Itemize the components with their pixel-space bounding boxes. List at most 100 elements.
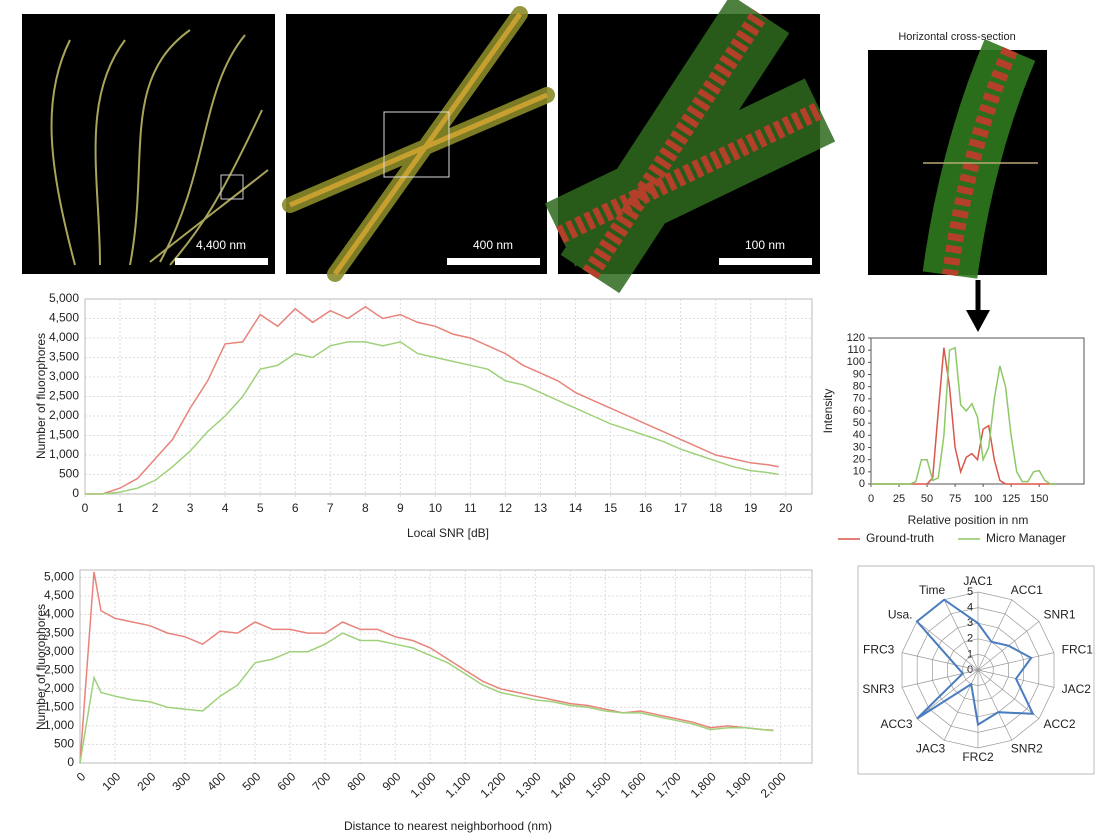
- image-filaments: [22, 14, 275, 274]
- category-label: SNR1: [1043, 607, 1075, 621]
- r-tick-label: 3: [967, 617, 973, 629]
- y-tick-label: 500: [54, 737, 74, 751]
- y-axis-title: Number of fluorophores: [34, 333, 48, 459]
- x-tick-label: 100: [974, 493, 992, 505]
- spoke: [916, 621, 979, 671]
- x-tick-label: 1,400: [548, 769, 579, 800]
- category-label: Time: [919, 583, 946, 597]
- y-tick-label: 10: [853, 466, 865, 478]
- scale-bar-label: 4,400 nm: [196, 238, 246, 252]
- y-axis-title: Intensity: [821, 389, 835, 434]
- category-label: Usa.: [888, 607, 913, 621]
- y-tick-label: 1,500: [49, 428, 79, 442]
- x-tick-label: 15: [604, 501, 618, 515]
- x-tick-label: 200: [134, 769, 158, 793]
- category-label: SNR3: [862, 682, 894, 696]
- zoom-box: [220, 174, 244, 200]
- category-label: FRC1: [1062, 643, 1094, 657]
- zoom-box: [383, 111, 450, 178]
- y-tick-label: 3,500: [44, 625, 74, 639]
- spoke: [901, 669, 979, 688]
- x-tick-label: 6: [292, 501, 299, 515]
- y-tick-label: 90: [853, 368, 865, 380]
- spoke: [977, 669, 1040, 719]
- r-tick-label: 5: [967, 586, 973, 598]
- y-tick-label: 3,000: [49, 369, 79, 383]
- x-tick-label: 75: [949, 493, 961, 505]
- filament-cores: [556, 9, 824, 279]
- plot-frame: [870, 337, 1085, 485]
- x-tick-label: 1,300: [513, 769, 544, 800]
- r-tick-label: 1: [967, 648, 973, 660]
- y-tick-label: 50: [853, 417, 865, 429]
- category-label: JAC1: [963, 574, 993, 588]
- legend-label: Micro Manager: [986, 531, 1066, 545]
- plot-frame: [79, 569, 813, 764]
- x-tick-label: 50: [921, 493, 933, 505]
- filament-cores: [289, 12, 548, 276]
- y-tick-label: 4,000: [49, 330, 79, 344]
- y-tick-label: 0: [67, 755, 74, 769]
- category-label: JAC2: [1062, 682, 1092, 696]
- x-tick-label: 1,900: [723, 769, 754, 800]
- x-tick-label: 300: [169, 769, 193, 793]
- y-tick-label: 5,000: [49, 291, 79, 305]
- y-tick-label: 110: [847, 344, 865, 356]
- y-axis-title: Number of fluorophores: [34, 604, 48, 730]
- y-tick-label: 2,500: [44, 662, 74, 676]
- y-tick-label: 1,000: [44, 718, 74, 732]
- y-tick-label: 4,000: [44, 607, 74, 621]
- y-tick-label: 500: [59, 467, 79, 481]
- y-tick-label: 2,500: [49, 389, 79, 403]
- series-line: [85, 305, 779, 495]
- plot-frame: [84, 298, 813, 495]
- spoke: [977, 599, 1013, 671]
- category-label: ACC2: [1043, 717, 1075, 731]
- x-tick-label: 1,200: [478, 769, 509, 800]
- x-tick-label: 5: [257, 501, 264, 515]
- x-tick-label: 1,800: [688, 769, 719, 800]
- series-line: [871, 346, 1056, 485]
- x-tick-label: 125: [1002, 493, 1020, 505]
- x-tick-label: 25: [893, 493, 905, 505]
- y-tick-label: 80: [853, 381, 865, 393]
- x-tick-label: 16: [639, 501, 653, 515]
- series-polygon: [915, 598, 1035, 727]
- y-tick-label: 3,000: [44, 644, 74, 658]
- spoke: [977, 669, 1013, 741]
- x-tick-label: 1,100: [442, 769, 473, 800]
- x-axis-title: Relative position in nm: [908, 513, 1029, 527]
- radar-frame: [857, 565, 1095, 775]
- scale-bar: [447, 258, 540, 265]
- scale-bar-label: 400 nm: [473, 238, 513, 252]
- y-tick-label: 120: [847, 332, 865, 344]
- x-axis-title: Distance to nearest neighborhood (nm): [344, 819, 552, 833]
- x-tick-label: 0: [82, 501, 89, 515]
- r-tick-label: 4: [967, 602, 973, 614]
- x-tick-label: 1: [117, 501, 124, 515]
- y-tick-label: 100: [847, 356, 865, 368]
- image-panels: 4,400 nm 400 nm 100 nm Horizontal cross-…: [22, 0, 1047, 332]
- x-tick-label: 500: [239, 769, 263, 793]
- x-tick-label: 18: [709, 501, 723, 515]
- series-line: [79, 632, 774, 764]
- x-tick-label: 2,000: [758, 769, 789, 800]
- y-tick-label: 30: [853, 441, 865, 453]
- y-tick-label: 4,500: [44, 588, 74, 602]
- y-tick-label: 3,500: [49, 350, 79, 364]
- x-tick-label: 400: [204, 769, 228, 793]
- x-tick-label: 600: [274, 769, 298, 793]
- x-tick-label: 0: [868, 493, 874, 505]
- category-label: SNR2: [1011, 741, 1043, 755]
- series-line: [85, 341, 779, 495]
- x-tick-label: 900: [380, 769, 404, 793]
- x-tick-label: 9: [397, 501, 404, 515]
- x-tick-label: 1,500: [583, 769, 614, 800]
- y-tick-label: 4,500: [49, 311, 79, 325]
- spoke: [977, 652, 1055, 671]
- filament-core: [942, 46, 1018, 277]
- series-line: [871, 347, 1056, 485]
- x-tick-label: 100: [99, 769, 123, 793]
- x-tick-label: 7: [327, 501, 334, 515]
